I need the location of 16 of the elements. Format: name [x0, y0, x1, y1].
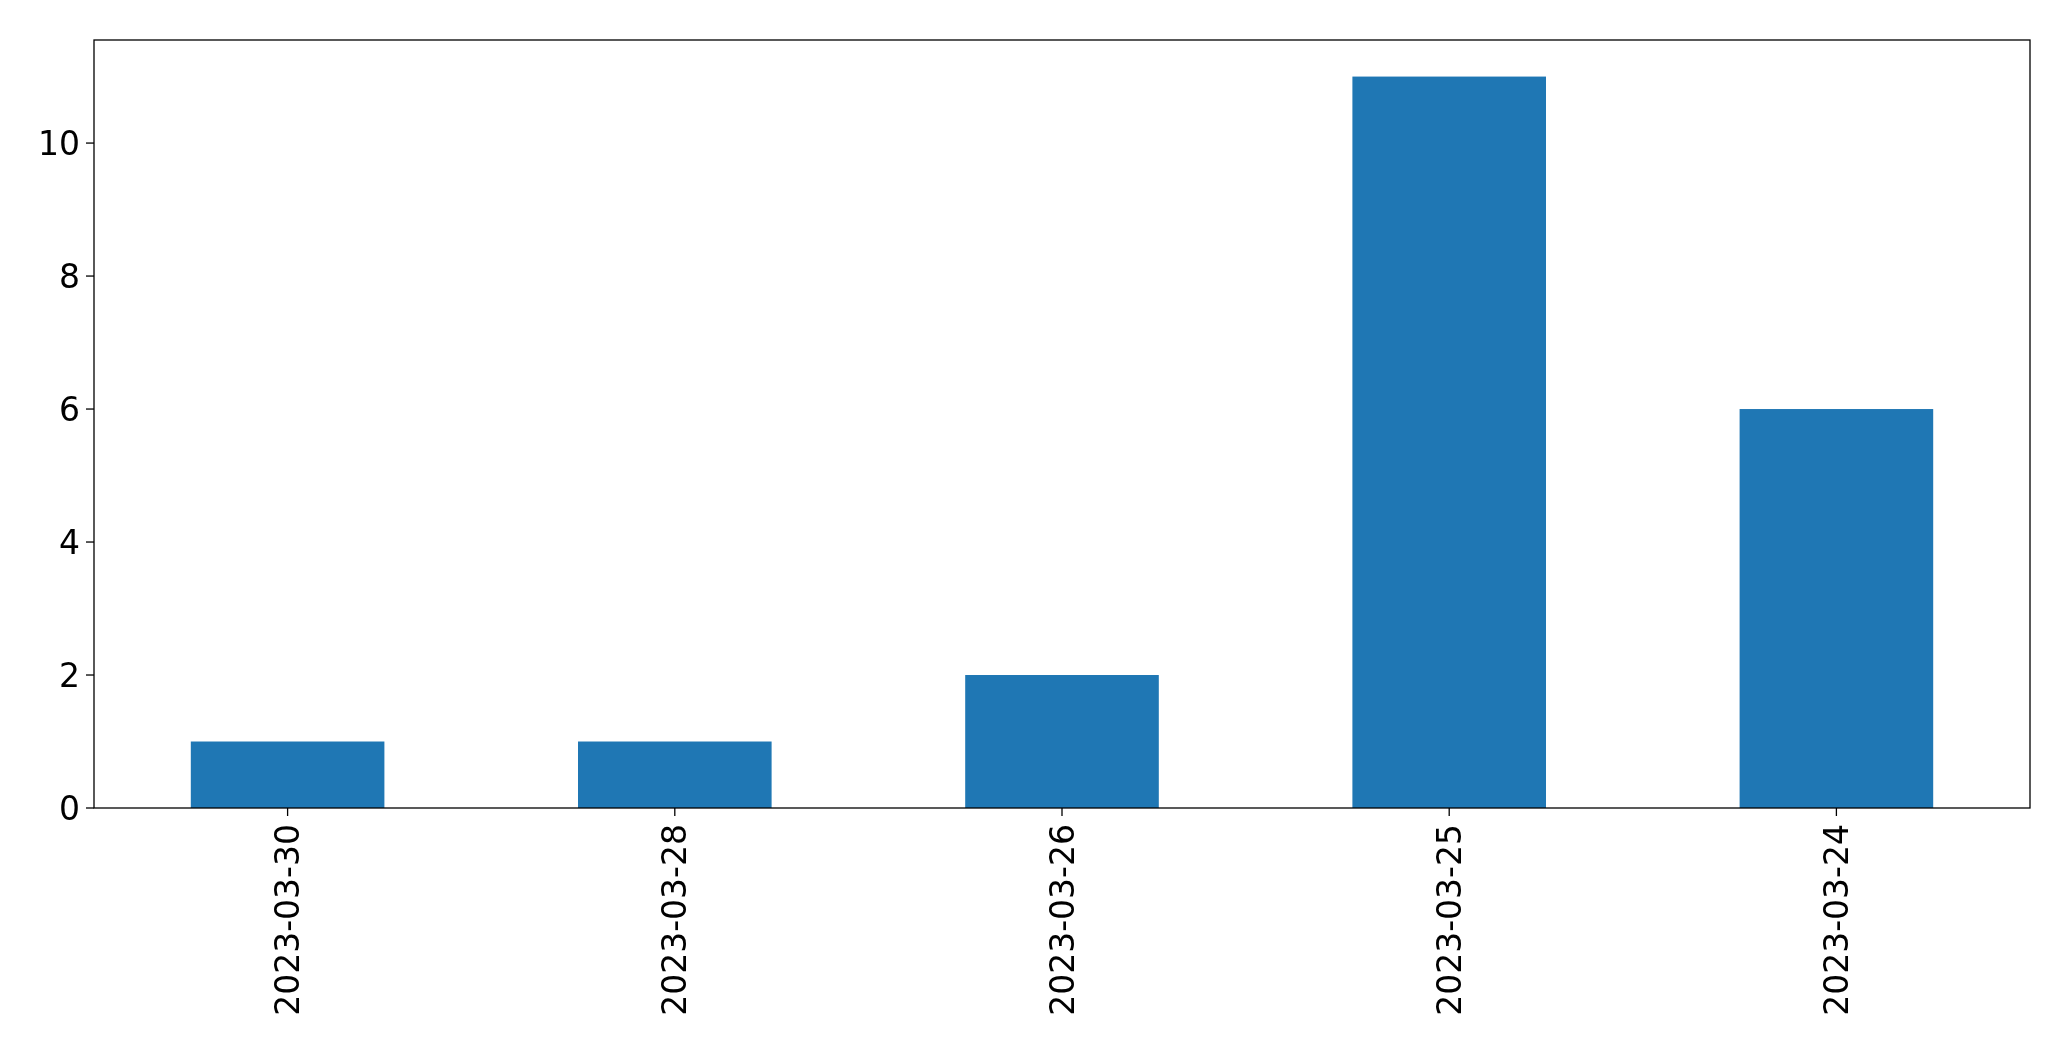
y-tick-label: 4 — [59, 522, 80, 562]
y-tick-label: 8 — [59, 256, 80, 296]
x-tick-label: 2023-03-24 — [1816, 824, 1856, 1016]
bar — [1352, 76, 1546, 808]
bar — [578, 741, 772, 808]
x-tick-label: 2023-03-25 — [1429, 824, 1469, 1016]
y-tick-label: 2 — [59, 655, 80, 695]
x-tick-label: 2023-03-30 — [268, 824, 308, 1016]
y-tick-label: 6 — [59, 389, 80, 429]
y-tick-label: 0 — [59, 788, 80, 828]
bar — [1739, 409, 1934, 808]
y-tick-label: 10 — [38, 123, 80, 163]
x-tick-label: 2023-03-28 — [655, 824, 695, 1016]
bar — [190, 741, 385, 808]
bar — [965, 675, 1159, 808]
x-tick-label: 2023-03-26 — [1042, 824, 1082, 1016]
